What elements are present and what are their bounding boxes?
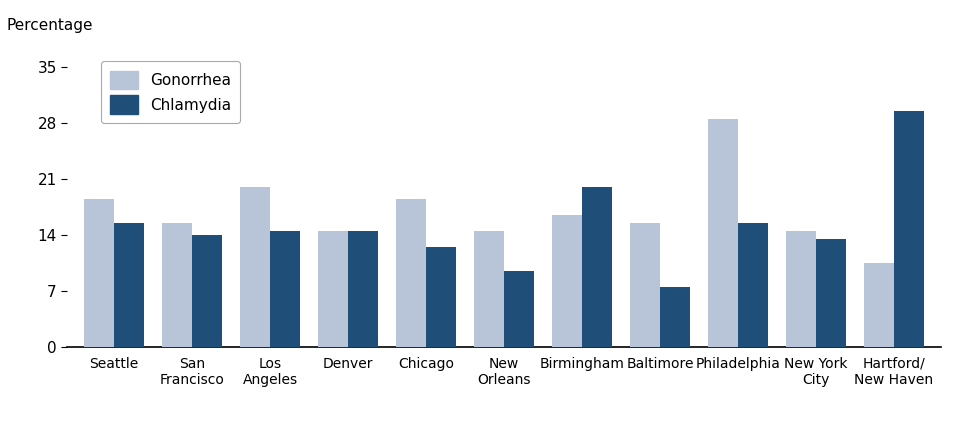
Bar [270,231,300,347]
Bar [474,231,504,347]
Bar [631,223,660,347]
Bar [582,187,612,347]
Bar [348,231,377,347]
Bar [162,223,192,347]
Bar [708,119,738,347]
Bar [552,215,582,347]
Bar [660,287,689,347]
Bar [864,263,894,347]
Bar [114,223,144,347]
Bar [426,247,456,347]
Bar [504,271,534,347]
Legend: Gonorrhea, Chlamydia: Gonorrhea, Chlamydia [101,61,240,123]
Text: Percentage: Percentage [6,18,92,33]
Bar [816,239,846,347]
Bar [192,235,222,347]
Bar [738,223,768,347]
Bar [84,199,114,347]
Bar [894,111,924,347]
Bar [396,199,426,347]
Bar [240,187,270,347]
Bar [319,231,348,347]
Bar [786,231,816,347]
